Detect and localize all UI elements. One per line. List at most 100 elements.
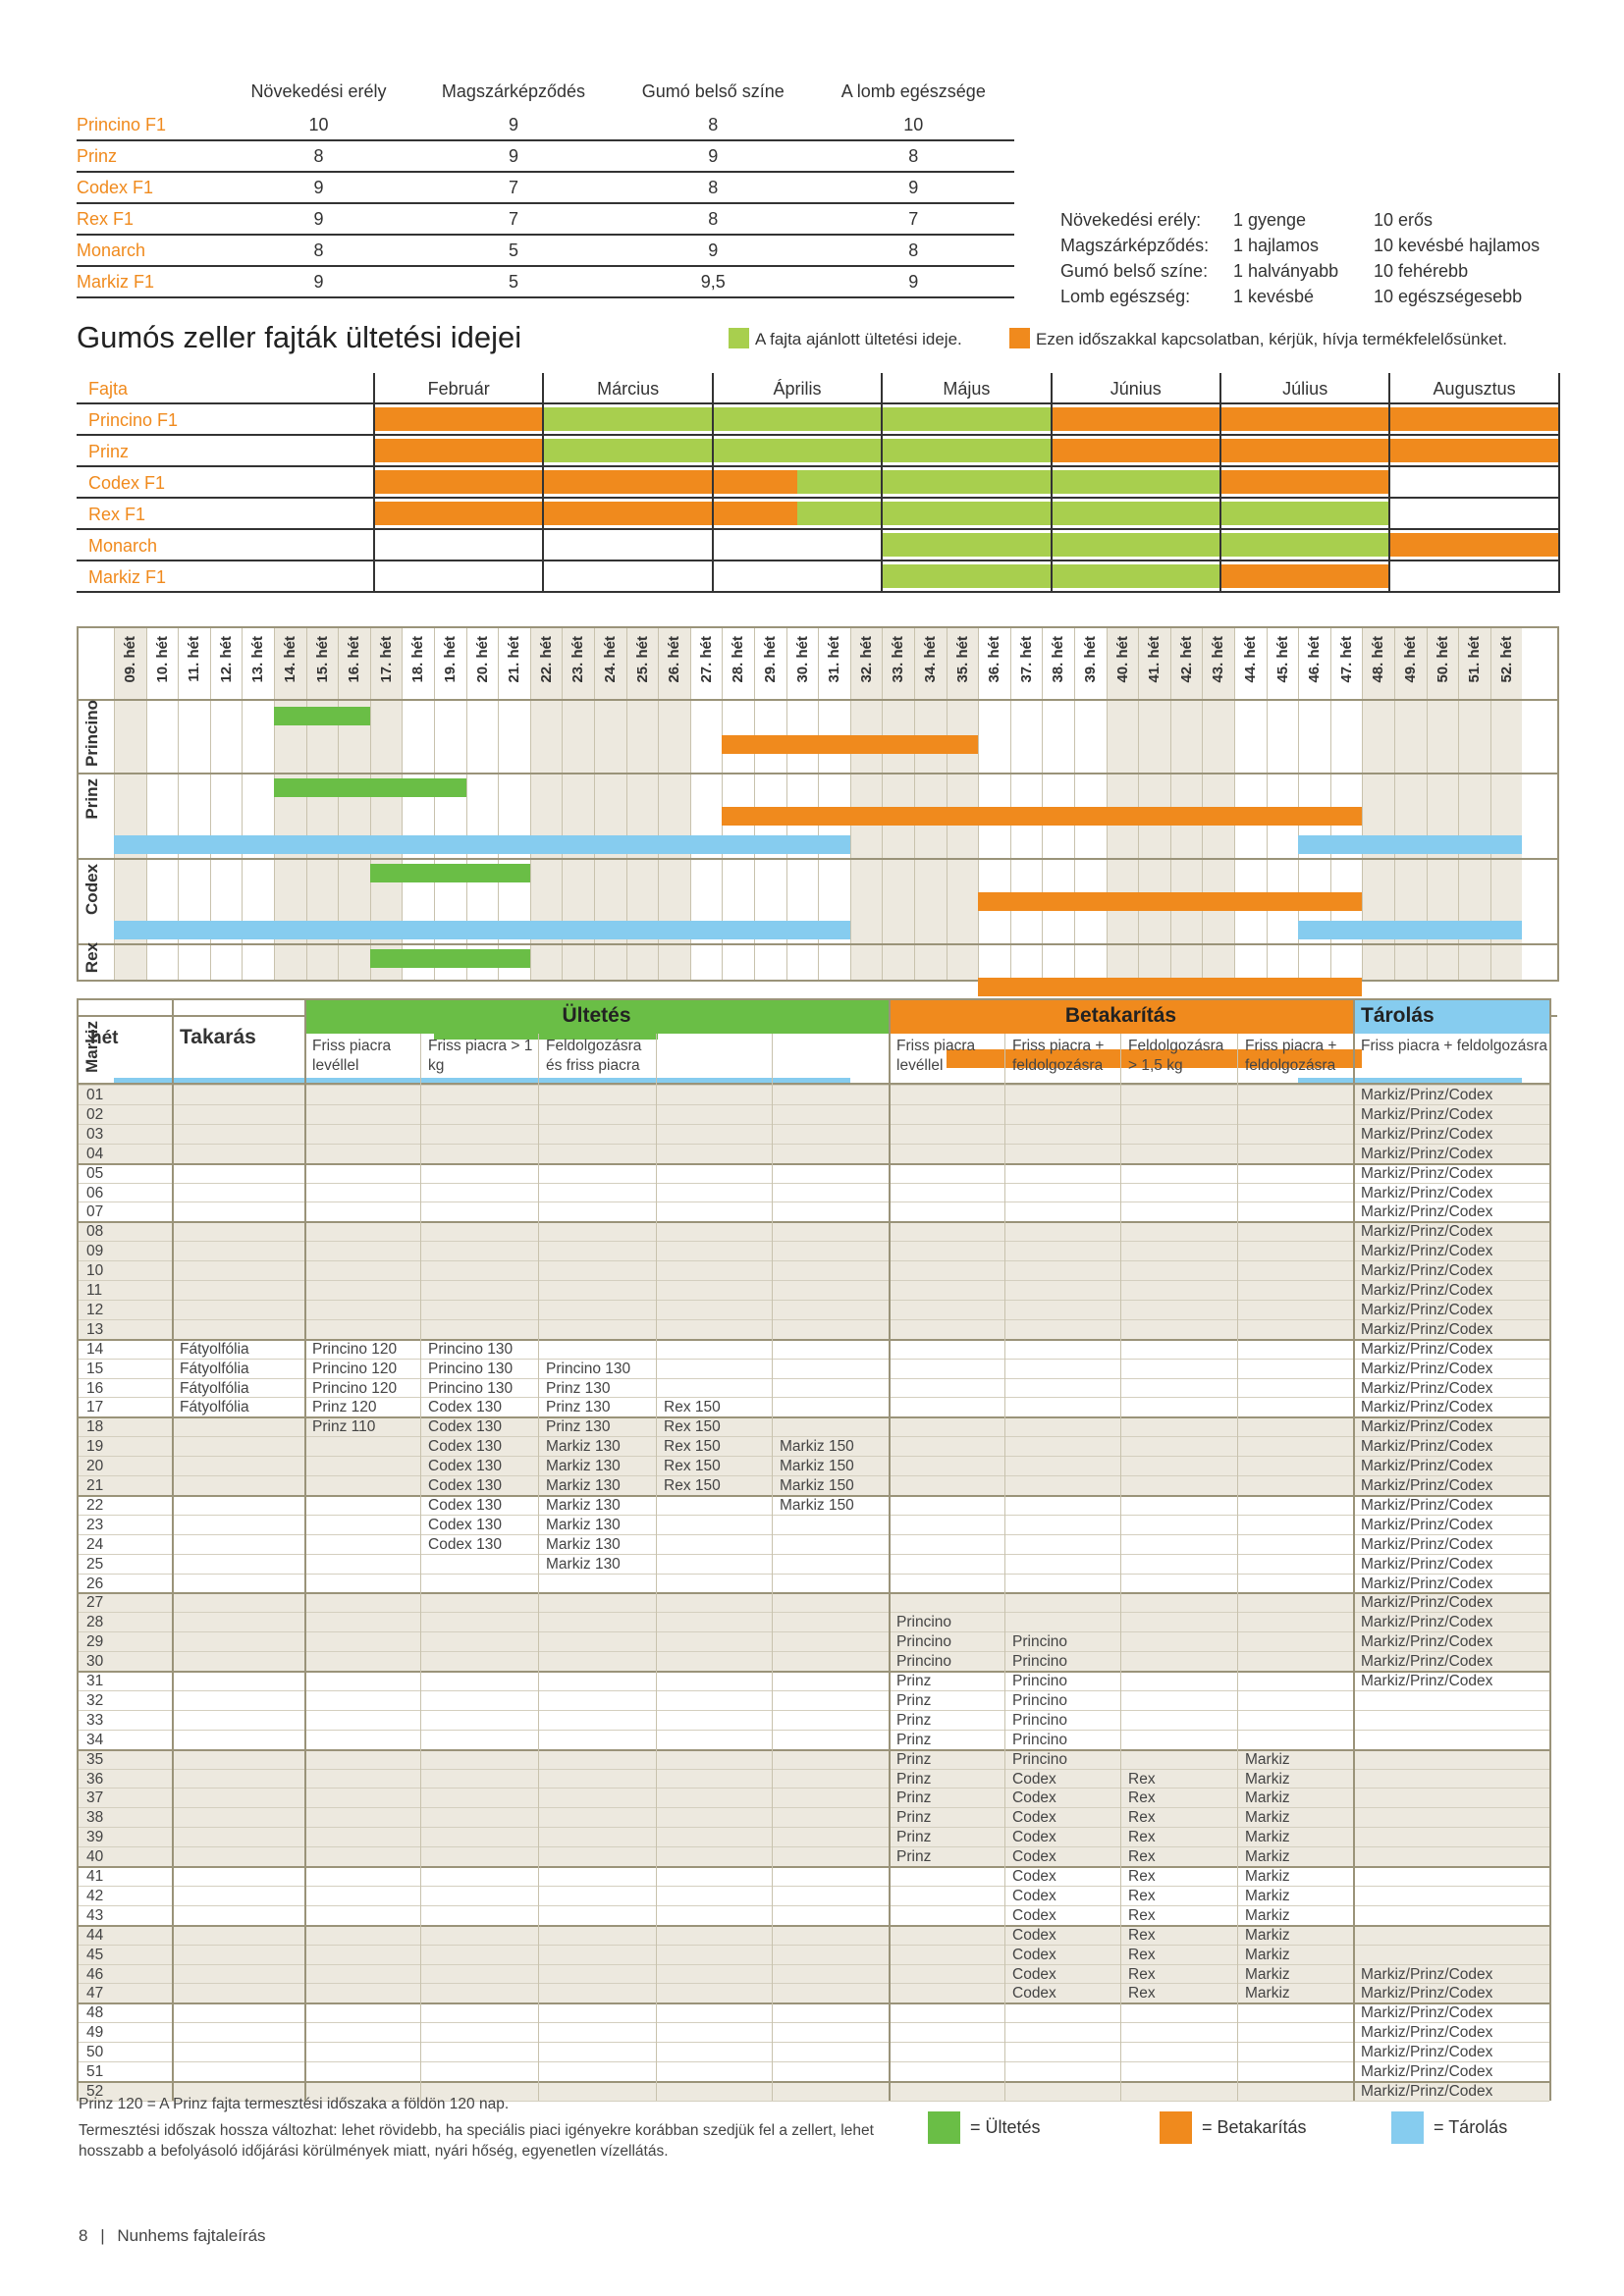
col-line bbox=[172, 998, 174, 2101]
recommended-period-bar bbox=[797, 470, 1220, 494]
schedule-cell: Markiz/Prinz/Codex bbox=[1361, 1360, 1493, 1377]
trait-value: 8 bbox=[224, 235, 413, 267]
row-band bbox=[77, 1748, 1549, 1866]
schedule-cell: Markiz bbox=[1245, 1809, 1290, 1827]
variety-name: Markiz F1 bbox=[88, 567, 167, 587]
week-column bbox=[1202, 628, 1234, 980]
recommended-period-bar bbox=[543, 407, 1052, 431]
schedule-cell: Prinz bbox=[896, 1673, 932, 1689]
legend-contact-label: Ezen időszakkal kapcsolatban, kérjük, hí… bbox=[1036, 330, 1508, 348]
row-line bbox=[77, 1123, 1549, 1125]
week-label: 17. hét bbox=[377, 636, 395, 683]
week-label: 29. hét bbox=[762, 636, 779, 683]
gantt-variety-name: Codex bbox=[82, 863, 101, 915]
month-label: Február bbox=[427, 379, 490, 399]
schedule-cell: Prinz bbox=[896, 1829, 932, 1846]
schedule-cell: Codex bbox=[1012, 1848, 1056, 1866]
schedule-cell: Prinz bbox=[896, 1750, 932, 1768]
page-number: 8 bbox=[79, 2226, 88, 2245]
legend-high: 10 kevésbé hajlamos bbox=[1374, 236, 1541, 255]
week-header: hét bbox=[90, 1028, 119, 1048]
recommended-period-bar bbox=[797, 502, 1390, 525]
gantt-variety-divider bbox=[79, 773, 1557, 774]
trait-value: 10 bbox=[224, 110, 413, 141]
traits-row: Princino F1 10 9 8 10 bbox=[77, 110, 1014, 141]
week-column bbox=[914, 628, 947, 980]
schedule-cell: Codex 130 bbox=[428, 1477, 502, 1494]
row-line bbox=[77, 1944, 1549, 1946]
schedule-cell: Princino 130 bbox=[428, 1379, 514, 1397]
traits-legend: Növekedési erély: 1 gyenge 10 erős Magszárk… bbox=[1058, 206, 1545, 310]
week-label: 39. hét bbox=[1082, 636, 1099, 683]
row-line bbox=[77, 1103, 1549, 1105]
gantt-variety-divider bbox=[79, 943, 1557, 945]
month-divider bbox=[1557, 373, 1560, 593]
row-line bbox=[77, 1221, 1549, 1224]
month-divider bbox=[1050, 373, 1053, 593]
week-label: 21. hét bbox=[506, 636, 523, 683]
variety-name: Monarch bbox=[77, 235, 224, 267]
row-line bbox=[77, 1573, 1549, 1575]
storage-bar bbox=[1298, 835, 1523, 854]
schedule-cell: Markiz/Prinz/Codex bbox=[1361, 1203, 1493, 1221]
schedule-cell: Markiz/Prinz/Codex bbox=[1361, 2044, 1493, 2061]
sub-header: Friss piacra > 1 kg bbox=[428, 1038, 533, 1074]
week-number: 17 bbox=[86, 1399, 104, 1416]
schedule-cell: Markiz/Prinz/Codex bbox=[1361, 1633, 1493, 1651]
schedule-cell: Markiz/Prinz/Codex bbox=[1361, 1653, 1493, 1671]
trait-value: 9 bbox=[412, 140, 614, 173]
week-number: 26 bbox=[86, 1575, 104, 1592]
schedule-cell: Markiz/Prinz/Codex bbox=[1361, 1105, 1493, 1123]
month-divider bbox=[542, 373, 545, 593]
variety-name: Markiz F1 bbox=[77, 266, 224, 298]
traits-col-header: Növekedési erély bbox=[250, 80, 387, 101]
row-line bbox=[77, 1318, 1549, 1320]
schedule-cell: Markiz 130 bbox=[546, 1438, 621, 1456]
schedule-cell: Markiz 150 bbox=[780, 1458, 854, 1475]
sub-header: Friss piacra levéllel bbox=[312, 1038, 392, 1074]
schedule-cell: Rex 150 bbox=[664, 1399, 721, 1416]
schedule-cell: Markiz 130 bbox=[546, 1535, 621, 1553]
contact-period-bar bbox=[1220, 564, 1390, 588]
row-line bbox=[77, 1846, 1549, 1848]
schedule-cell: Rex 150 bbox=[664, 1458, 721, 1475]
schedule-cell: Markiz/Prinz/Codex bbox=[1361, 1379, 1493, 1397]
planting-header-row: Fajta Február Március Április Május Június Júl… bbox=[77, 373, 1559, 404]
schedule-cell: Princino 120 bbox=[312, 1340, 398, 1358]
planting-grid: Fajta Február Március Április Május Június Júl… bbox=[77, 373, 1560, 595]
row-line bbox=[77, 2100, 1549, 2102]
schedule-cell: Prinz bbox=[896, 1789, 932, 1807]
week-label: 34. hét bbox=[922, 636, 939, 683]
trait-value: 9 bbox=[812, 266, 1014, 298]
row-line bbox=[77, 1963, 1549, 1965]
contact-period-bar bbox=[1220, 470, 1390, 494]
week-label: 41. hét bbox=[1146, 636, 1164, 683]
schedule-cell: Rex bbox=[1128, 1789, 1156, 1807]
week-column bbox=[1106, 628, 1139, 980]
week-number: 47 bbox=[86, 1985, 104, 2002]
variety-name: Rex F1 bbox=[88, 505, 146, 524]
traits-row: Monarch 8 5 9 8 bbox=[77, 235, 1014, 267]
legend-key: Növekedési erély: bbox=[1060, 210, 1202, 230]
trait-value: 8 bbox=[613, 110, 813, 141]
schedule-cell: Codex bbox=[1012, 1829, 1056, 1846]
schedule-cell: Rex bbox=[1128, 1926, 1156, 1944]
traits-row: Prinz 8 9 9 8 bbox=[77, 140, 1014, 173]
schedule-cell: Prinz bbox=[896, 1848, 932, 1866]
week-label: 10. hét bbox=[153, 636, 171, 683]
trait-value: 5 bbox=[412, 235, 614, 267]
row-line bbox=[77, 1377, 1549, 1379]
trait-value: 10 bbox=[812, 110, 1014, 141]
row-line bbox=[77, 1983, 1549, 1985]
schedule-cell: Markiz/Prinz/Codex bbox=[1361, 1438, 1493, 1456]
legend-contact: Ezen időszakkal kapcsolatban, kérjük, hí… bbox=[1009, 328, 1507, 349]
traits-col-header: Gumó belső színe bbox=[641, 80, 785, 101]
row-line bbox=[77, 1456, 1549, 1458]
week-number: 44 bbox=[86, 1926, 104, 1944]
week-number: 25 bbox=[86, 1555, 104, 1573]
planting-row: Codex F1 bbox=[77, 467, 1559, 499]
week-label: 47. hét bbox=[1337, 636, 1355, 683]
month-label: Április bbox=[773, 379, 822, 399]
week-label: 38. hét bbox=[1050, 636, 1067, 683]
month-divider bbox=[1219, 373, 1221, 593]
